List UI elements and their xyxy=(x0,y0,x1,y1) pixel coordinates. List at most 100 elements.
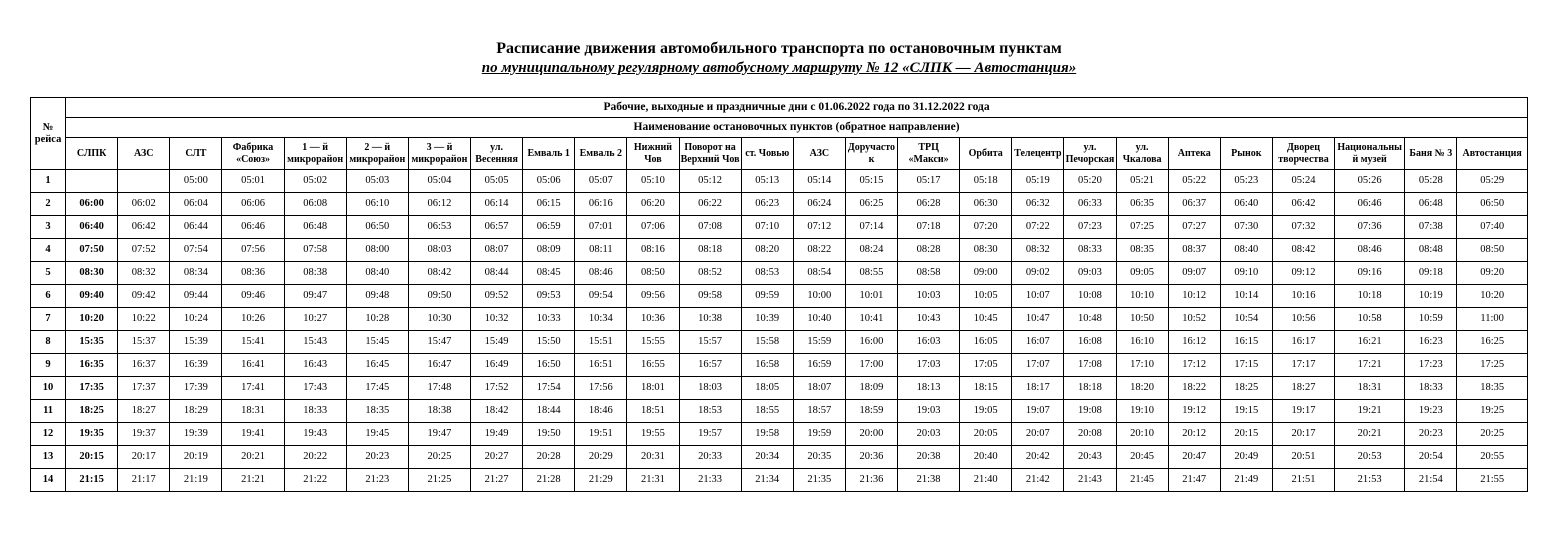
time-cell: 05:22 xyxy=(1168,170,1220,193)
table-row: 1118:2518:2718:2918:3118:3318:3518:3818:… xyxy=(31,400,1528,423)
row-number: 10 xyxy=(31,377,66,400)
time-cell: 19:12 xyxy=(1168,400,1220,423)
time-cell: 09:18 xyxy=(1405,262,1457,285)
time-cell: 15:59 xyxy=(793,331,845,354)
time-cell: 17:10 xyxy=(1116,354,1168,377)
time-cell: 08:37 xyxy=(1168,239,1220,262)
time-cell: 18:38 xyxy=(408,400,470,423)
time-cell: 07:30 xyxy=(1220,216,1272,239)
time-cell: 08:24 xyxy=(845,239,897,262)
time-cell: 10:34 xyxy=(575,308,627,331)
time-cell: 08:48 xyxy=(1405,239,1457,262)
time-cell: 09:46 xyxy=(222,285,284,308)
time-cell: 15:51 xyxy=(575,331,627,354)
time-cell: 09:16 xyxy=(1335,262,1405,285)
time-cell: 20:23 xyxy=(346,446,408,469)
time-cell: 20:05 xyxy=(960,423,1012,446)
time-cell: 21:23 xyxy=(346,469,408,492)
time-cell: 18:01 xyxy=(627,377,679,400)
time-cell: 18:13 xyxy=(898,377,960,400)
time-cell: 08:42 xyxy=(1272,239,1334,262)
time-cell: 09:07 xyxy=(1168,262,1220,285)
time-cell: 10:36 xyxy=(627,308,679,331)
time-cell: 05:06 xyxy=(523,170,575,193)
time-cell: 07:20 xyxy=(960,216,1012,239)
time-cell: 07:27 xyxy=(1168,216,1220,239)
time-cell: 19:45 xyxy=(346,423,408,446)
time-cell: 09:02 xyxy=(1012,262,1064,285)
time-cell: 09:58 xyxy=(679,285,741,308)
table-row: 105:0005:0105:0205:0305:0405:0505:0605:0… xyxy=(31,170,1528,193)
time-cell: 19:37 xyxy=(118,423,170,446)
table-row: 1219:3519:3719:3919:4119:4319:4519:4719:… xyxy=(31,423,1528,446)
row-number: 14 xyxy=(31,469,66,492)
time-cell: 06:48 xyxy=(284,216,346,239)
time-cell: 16:21 xyxy=(1335,331,1405,354)
time-cell: 21:31 xyxy=(627,469,679,492)
time-cell: 05:26 xyxy=(1335,170,1405,193)
time-cell: 17:41 xyxy=(222,377,284,400)
row-number: 11 xyxy=(31,400,66,423)
row-number: 4 xyxy=(31,239,66,262)
time-cell: 17:54 xyxy=(523,377,575,400)
time-cell: 08:32 xyxy=(118,262,170,285)
time-cell: 20:38 xyxy=(898,446,960,469)
time-cell: 17:05 xyxy=(960,354,1012,377)
time-cell: 17:07 xyxy=(1012,354,1064,377)
row-number-header: № рейса xyxy=(31,98,66,170)
time-cell: 19:57 xyxy=(679,423,741,446)
time-cell: 20:25 xyxy=(408,446,470,469)
stop-header: ст. Човью xyxy=(741,138,793,170)
time-cell: 19:07 xyxy=(1012,400,1064,423)
time-cell: 09:00 xyxy=(960,262,1012,285)
time-cell: 18:07 xyxy=(793,377,845,400)
time-cell: 06:08 xyxy=(284,193,346,216)
time-cell: 21:38 xyxy=(898,469,960,492)
time-cell: 19:43 xyxy=(284,423,346,446)
time-cell: 08:00 xyxy=(346,239,408,262)
time-cell: 08:28 xyxy=(898,239,960,262)
time-cell: 10:39 xyxy=(741,308,793,331)
stop-header: Орбита xyxy=(960,138,1012,170)
time-cell: 20:49 xyxy=(1220,446,1272,469)
time-cell: 20:34 xyxy=(741,446,793,469)
time-cell: 15:58 xyxy=(741,331,793,354)
time-cell: 20:03 xyxy=(898,423,960,446)
time-cell: 20:23 xyxy=(1405,423,1457,446)
time-cell: 17:03 xyxy=(898,354,960,377)
row-number: 6 xyxy=(31,285,66,308)
time-cell: 10:56 xyxy=(1272,308,1334,331)
time-cell: 16:00 xyxy=(845,331,897,354)
time-cell: 06:44 xyxy=(170,216,222,239)
time-cell: 17:25 xyxy=(1457,354,1528,377)
time-cell: 06:42 xyxy=(1272,193,1334,216)
page-subtitle: по муниципальному регулярному автобусном… xyxy=(30,60,1528,77)
time-cell: 08:30 xyxy=(66,262,118,285)
time-cell: 20:36 xyxy=(845,446,897,469)
time-cell: 20:54 xyxy=(1405,446,1457,469)
row-number: 8 xyxy=(31,331,66,354)
time-cell: 06:48 xyxy=(1405,193,1457,216)
time-cell: 09:42 xyxy=(118,285,170,308)
time-cell: 20:00 xyxy=(845,423,897,446)
time-cell: 07:23 xyxy=(1064,216,1116,239)
time-cell: 17:12 xyxy=(1168,354,1220,377)
time-cell: 06:40 xyxy=(1220,193,1272,216)
time-cell: 09:05 xyxy=(1116,262,1168,285)
time-cell: 07:58 xyxy=(284,239,346,262)
time-cell: 06:59 xyxy=(523,216,575,239)
stop-header: ул. Весенняя xyxy=(471,138,523,170)
row-number: 9 xyxy=(31,354,66,377)
time-cell: 10:01 xyxy=(845,285,897,308)
time-cell: 15:39 xyxy=(170,331,222,354)
time-cell: 07:54 xyxy=(170,239,222,262)
time-cell: 16:05 xyxy=(960,331,1012,354)
time-cell: 17:37 xyxy=(118,377,170,400)
time-cell: 07:10 xyxy=(741,216,793,239)
time-cell: 18:27 xyxy=(118,400,170,423)
time-cell: 10:16 xyxy=(1272,285,1334,308)
time-cell: 15:57 xyxy=(679,331,741,354)
time-cell: 21:35 xyxy=(793,469,845,492)
time-cell: 19:55 xyxy=(627,423,679,446)
time-cell: 05:29 xyxy=(1457,170,1528,193)
